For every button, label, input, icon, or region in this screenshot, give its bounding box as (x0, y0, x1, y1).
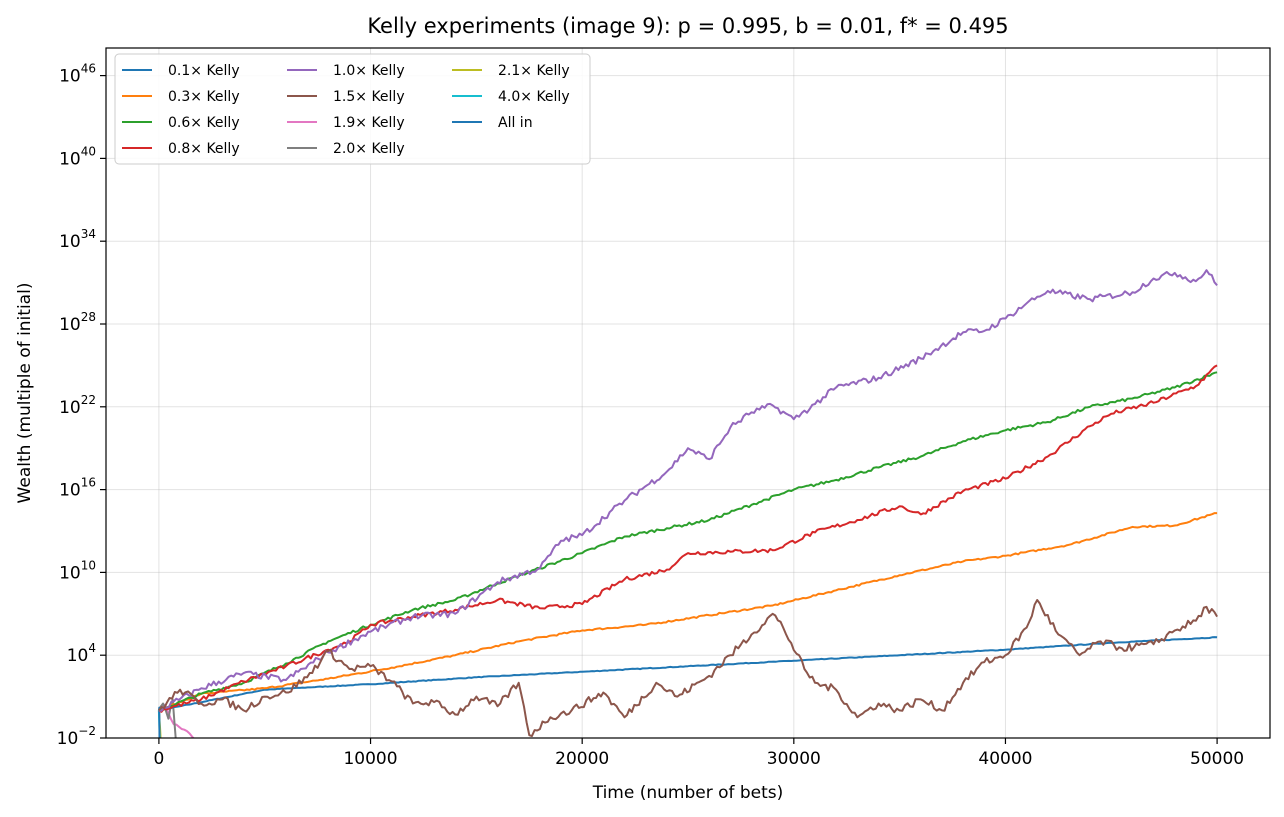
y-tick-label: 1046 (59, 62, 96, 87)
series-line (158, 364, 1218, 713)
legend-label: 0.8× Kelly (168, 141, 240, 157)
legend-label: 1.5× Kelly (333, 89, 405, 105)
x-axis-label: Time (number of bets) (592, 783, 784, 803)
legend-label: All in (498, 115, 533, 131)
y-tick-label: 1040 (59, 144, 96, 169)
chart-title: Kelly experiments (image 9): p = 0.995, … (367, 14, 1008, 38)
y-axis-ticks: 10−2 104 1010 1016 1022 1028 1034 1040 1046 (57, 62, 106, 749)
series-line (158, 371, 1218, 712)
grid (106, 48, 1270, 739)
series-line (158, 636, 1218, 712)
legend: 0.1× Kelly 0.3× Kelly 0.6× Kelly 0.8× Kelly… (114, 53, 591, 165)
series-line (158, 512, 1218, 712)
series-line (158, 698, 177, 738)
legend-label: 4.0× Kelly (498, 89, 570, 105)
x-tick-label: 30000 (767, 749, 821, 769)
series-line (158, 269, 1218, 712)
legend-label: 0.1× Kelly (168, 63, 240, 79)
plot-frame (105, 47, 1271, 739)
x-tick-label: 50000 (1190, 749, 1244, 769)
legend-label: 2.1× Kelly (498, 63, 570, 79)
series-line (157, 706, 161, 738)
x-axis-ticks: 0 10000 20000 30000 40000 50000 (153, 738, 1244, 769)
y-tick-label: 1028 (59, 310, 96, 335)
y-tick-label: 1016 (59, 476, 96, 501)
y-tick-label: 10−2 (57, 724, 96, 749)
series-line (158, 599, 1218, 738)
y-tick-label: 1034 (59, 227, 96, 252)
series-layer (157, 269, 1218, 738)
legend-label: 0.3× Kelly (168, 89, 240, 105)
legend-box (114, 53, 591, 165)
y-tick-label: 1010 (59, 558, 96, 583)
legend-label: 1.0× Kelly (333, 63, 405, 79)
legend-label: 1.9× Kelly (333, 115, 405, 131)
y-axis-label: Wealth (multiple of initial) (15, 283, 35, 504)
y-tick-label: 1022 (59, 393, 96, 418)
legend-label: 2.0× Kelly (333, 141, 405, 157)
x-tick-label: 20000 (555, 749, 609, 769)
legend-label: 0.6× Kelly (168, 115, 240, 131)
y-tick-label: 104 (67, 641, 96, 666)
x-tick-label: 0 (153, 749, 164, 769)
x-tick-label: 40000 (978, 749, 1032, 769)
x-tick-label: 10000 (343, 749, 397, 769)
